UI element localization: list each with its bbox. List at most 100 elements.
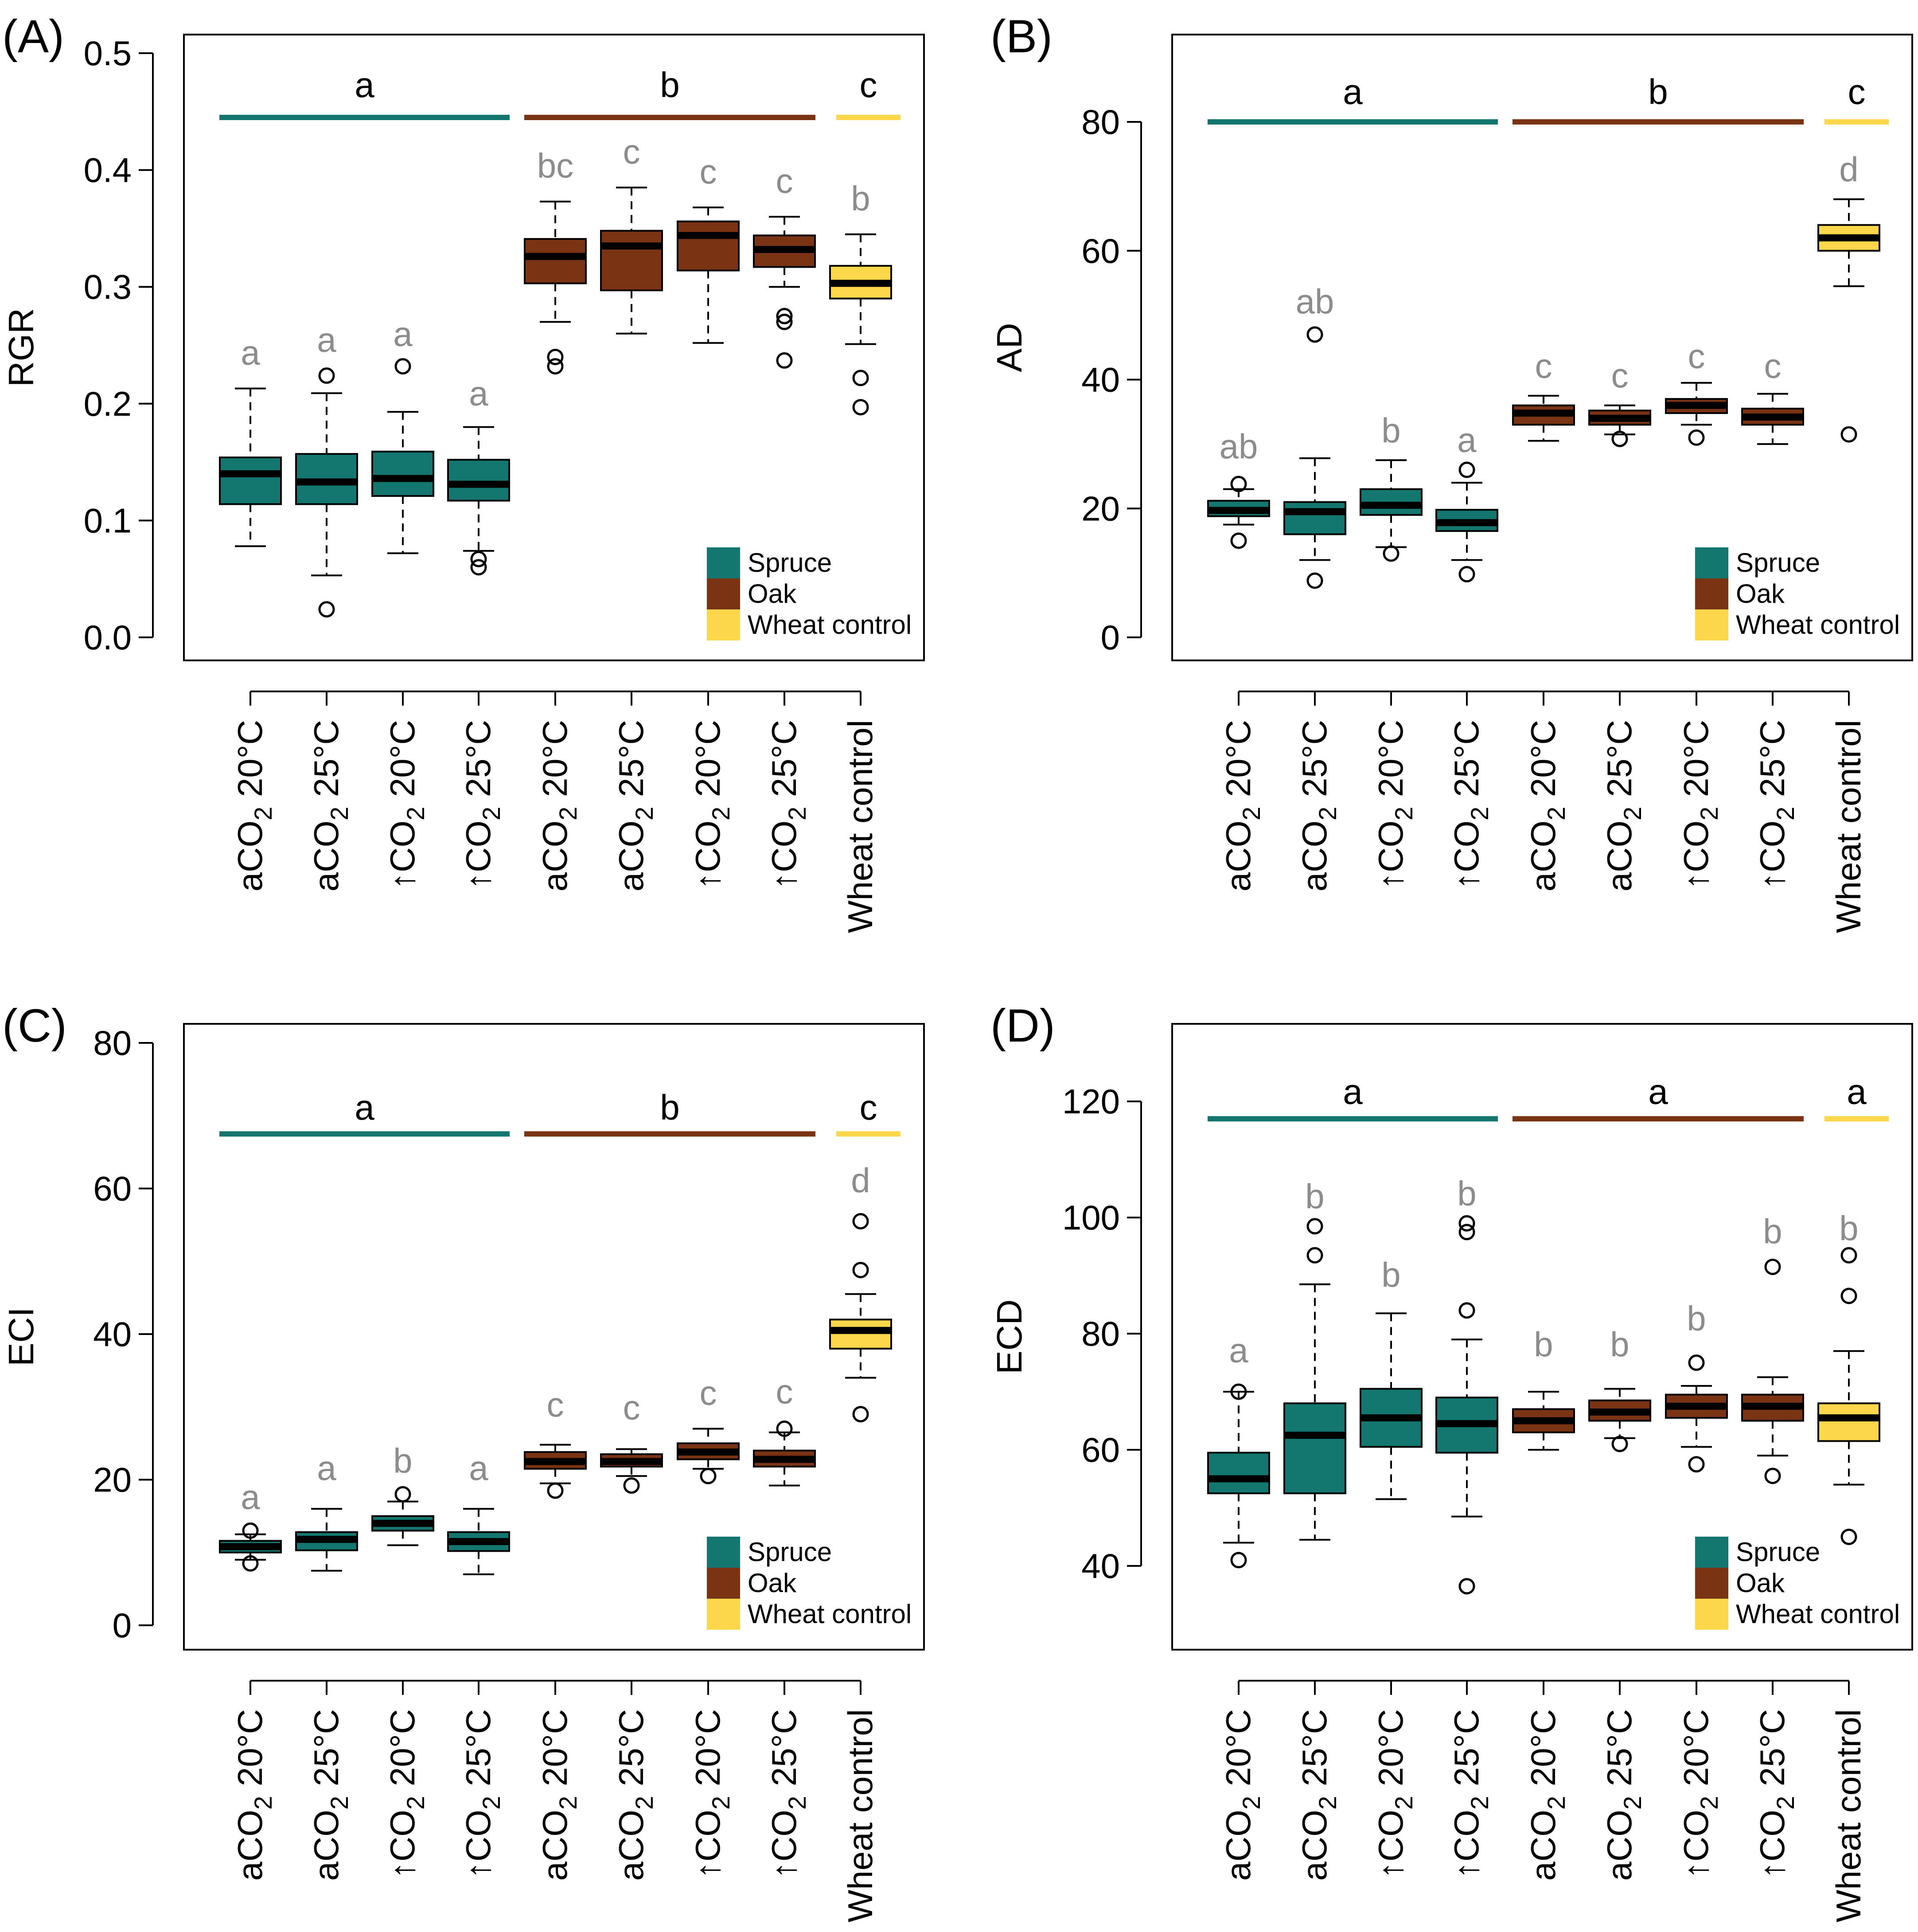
significance-letter: b <box>1381 1255 1400 1294</box>
outlier-point <box>1840 1288 1857 1304</box>
outlier-point <box>1230 532 1247 549</box>
significance-letter: c <box>1764 346 1782 385</box>
significance-letter: b <box>1839 1209 1858 1248</box>
box-6: c <box>600 132 663 335</box>
outlier-point <box>776 308 793 324</box>
significance-letter: a <box>469 374 488 413</box>
y-axis-title: ECI <box>1 1307 41 1366</box>
significance-letter: b <box>1305 1177 1324 1216</box>
legend-label: Spruce <box>1736 548 1820 578</box>
outlier-point <box>1306 572 1323 589</box>
box-6: c <box>1588 356 1651 447</box>
box-1: a <box>1207 1331 1270 1569</box>
box-5: b <box>1512 1325 1575 1451</box>
box-3: b <box>1360 411 1423 562</box>
box-body <box>600 230 663 292</box>
x-category-label: aCO2 20°C <box>535 1709 582 1881</box>
x-category-label: aCO2 20°C <box>1524 720 1570 892</box>
outlier-point <box>1306 1247 1323 1264</box>
group-letter: b <box>660 1088 680 1127</box>
box-4: a <box>447 1448 510 1576</box>
panel-label: (A) <box>2 11 64 62</box>
x-category-label: ↑CO2 25°C <box>459 720 505 890</box>
legend-swatch <box>707 1568 740 1599</box>
box-body <box>677 220 740 272</box>
legend-swatch <box>1695 1568 1728 1599</box>
x-category-label: ↑CO2 25°C <box>1447 720 1493 890</box>
box-body <box>829 1319 892 1350</box>
box-3: b <box>371 1441 434 1546</box>
outlier-point <box>318 367 335 384</box>
box-body <box>1207 1452 1270 1495</box>
outlier-point <box>1230 476 1247 492</box>
y-axis-title: ECD <box>990 1300 1029 1374</box>
x-category-label: Wheat control <box>1829 1709 1868 1922</box>
x-category-label: ↑CO2 20°C <box>688 720 735 890</box>
significance-letter: a <box>317 320 336 359</box>
y-tick-label: 40 <box>93 1315 132 1354</box>
x-category-label: ↑CO2 20°C <box>1371 1709 1418 1879</box>
legend-swatch <box>707 1599 740 1630</box>
significance-letter: b <box>1534 1325 1553 1364</box>
outlier-point <box>1764 1258 1781 1275</box>
x-category-label: aCO2 25°C <box>307 1709 353 1881</box>
box-5: c <box>524 1385 587 1499</box>
significance-letter: c <box>1535 346 1552 385</box>
panel-c: 0 20 40 60 80 ECI (C) aCO2 20°C aCO2 25°C ↑CO2 20… <box>1 1000 925 1922</box>
x-category-label: ↑CO2 25°C <box>764 1709 811 1879</box>
box-body <box>1817 1402 1880 1442</box>
outlier-point <box>470 559 487 576</box>
legend-label: Wheat control <box>748 610 912 640</box>
significance-letter: c <box>547 1385 564 1424</box>
box-body <box>447 459 510 502</box>
outlier-point <box>1458 1302 1475 1319</box>
box-4: b <box>1435 1174 1498 1595</box>
panel-b: 0 20 40 60 80 AD (B) aCO2 20°C aCO2 25°C ↑CO2 20°… <box>990 11 1913 933</box>
outlier-point <box>1458 1224 1475 1241</box>
significance-letter: c <box>776 161 793 200</box>
box-9: b <box>829 179 892 416</box>
box-8: b <box>1741 1212 1804 1484</box>
legend-swatch <box>707 609 740 640</box>
x-category-label: ↑CO2 20°C <box>1676 720 1723 890</box>
legend-label: Oak <box>1736 1568 1785 1598</box>
outlier-point <box>242 1555 259 1572</box>
significance-letter: b <box>393 1441 412 1480</box>
x-category-label: Wheat control <box>841 720 880 933</box>
significance-letter: b <box>851 179 870 218</box>
x-category-label: aCO2 25°C <box>307 720 353 892</box>
significance-letter: b <box>1687 1299 1706 1338</box>
y-tick-label: 60 <box>93 1169 132 1208</box>
outlier-point <box>1306 1218 1323 1235</box>
x-category-label: aCO2 20°C <box>1524 1709 1570 1881</box>
box-2: b <box>1283 1177 1346 1541</box>
box-5: bc <box>524 146 587 375</box>
box-7: c <box>1665 337 1728 446</box>
group-letter: b <box>1648 72 1668 112</box>
significance-letter: c <box>623 132 640 171</box>
box-9: b <box>1817 1209 1880 1545</box>
outlier-point <box>776 352 793 369</box>
group-letter: a <box>355 1088 374 1127</box>
box-9: d <box>829 1161 892 1423</box>
y-tick-label: 0.2 <box>84 384 132 423</box>
y-tick-label: 0.5 <box>84 34 132 73</box>
legend-swatch <box>1695 547 1728 578</box>
significance-letter: c <box>623 1388 640 1427</box>
significance-letter: b <box>1457 1174 1476 1213</box>
y-tick-label: 120 <box>1062 1082 1120 1121</box>
y-tick-label: 80 <box>1081 102 1120 141</box>
y-tick-label: 0.3 <box>84 267 132 306</box>
legend-swatch <box>1695 609 1728 640</box>
panel-label: (B) <box>990 11 1053 62</box>
significance-letter: a <box>469 1448 488 1487</box>
outlier-point <box>1230 1383 1247 1400</box>
significance-letter: a <box>317 1448 336 1487</box>
outlier-point <box>1611 1436 1628 1452</box>
box-1: ab <box>1207 427 1270 549</box>
legend-label: Wheat control <box>1736 610 1900 640</box>
